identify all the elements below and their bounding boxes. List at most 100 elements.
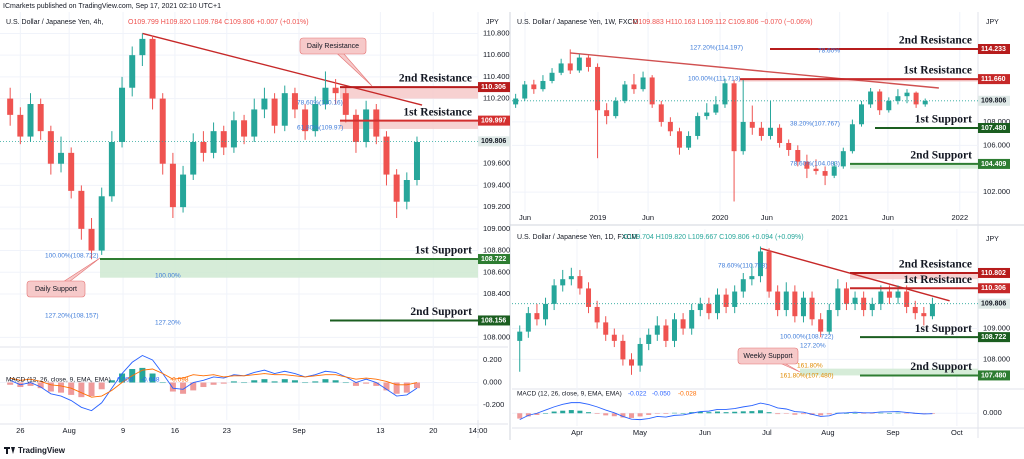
macd-histogram-bar <box>525 413 531 417</box>
candle-body <box>689 310 695 329</box>
price-tag-label: 111.660 <box>981 76 1006 83</box>
candle-body <box>119 87 126 143</box>
y-tick-label: 110.400 <box>483 72 510 81</box>
macd-histogram-bar <box>869 413 875 414</box>
candle-body <box>640 77 646 90</box>
candle-body <box>822 171 828 176</box>
last-price-tag-label: 109.806 <box>981 98 1006 105</box>
macd-reading: -0.028 <box>678 391 697 398</box>
candle-body <box>877 91 883 111</box>
macd-histogram-bar <box>792 413 798 415</box>
x-tick-label: 9 <box>121 426 125 435</box>
price-tag <box>978 332 1010 343</box>
y-tick-label: 106.000 <box>983 140 1010 149</box>
x-tick-label: 2021 <box>831 213 848 222</box>
candle-body <box>852 297 858 304</box>
fib-label: 127.20%(108.157) <box>45 313 99 320</box>
macd-histogram-bar <box>671 412 677 414</box>
y-tick-label: 108.400 <box>483 289 510 298</box>
candle-body <box>786 142 792 150</box>
candle-body <box>809 297 815 320</box>
price-tag-label: 108.722 <box>481 256 506 263</box>
macd-histogram-bar <box>373 382 380 386</box>
candle-body <box>302 109 309 132</box>
macd-histogram-bar <box>740 411 746 414</box>
macd-histogram-bar <box>886 413 892 414</box>
fib-label: 127.20% <box>155 320 181 327</box>
candle-body <box>740 121 746 152</box>
macd-histogram-bar <box>27 382 34 386</box>
candle-body <box>631 84 637 90</box>
y-tick-label: 110.200 <box>483 94 510 103</box>
macd-histogram-bar <box>568 410 574 414</box>
candle-body <box>373 109 380 137</box>
fib-label: 61.80%(109.97) <box>297 125 343 132</box>
price-tag-label: 108.722 <box>981 334 1006 341</box>
signal-line <box>10 368 418 398</box>
candle-body <box>352 114 359 143</box>
candle-body <box>595 66 601 111</box>
candle-body <box>613 100 619 117</box>
candle-body <box>732 291 738 307</box>
y-tick-label: 108.800 <box>483 246 510 255</box>
macd-histogram-bar <box>7 382 14 385</box>
macd-histogram-bar <box>689 412 695 414</box>
macd-histogram-bar <box>577 410 583 414</box>
macd-title: MACD (12, 26, close, 9, EMA, EMA) <box>517 391 622 398</box>
x-tick-label: Jun <box>882 213 894 222</box>
candle-body <box>921 313 927 317</box>
candle-body <box>826 310 832 332</box>
zone <box>340 87 478 99</box>
macd-histogram-bar <box>749 411 755 414</box>
candle-body <box>800 297 806 317</box>
macd-histogram-bar <box>586 412 592 414</box>
macd-histogram-bar <box>654 413 660 414</box>
macd-line <box>519 402 933 421</box>
candle-body <box>620 340 626 360</box>
fib-label: 100.00%(108.722) <box>45 253 99 260</box>
y-tick-label: 109.400 <box>483 180 510 189</box>
candle-body <box>37 104 44 132</box>
chart-title: U.S. Dollar / Japanese Yen, 4h, <box>6 19 103 26</box>
macd-histogram-bar <box>413 382 420 389</box>
macd-reading: -0.050 <box>652 391 671 398</box>
macd-histogram-bar <box>629 413 635 418</box>
zone <box>340 120 478 129</box>
fib-label: 161.80%(107.480) <box>780 373 834 380</box>
x-tick-label: Sep <box>886 428 899 437</box>
price-tag <box>478 315 510 326</box>
candle-body <box>886 291 892 298</box>
price-tag-label: 114.233 <box>981 46 1006 53</box>
macd-reading: -0.098 <box>170 377 189 384</box>
level-label: 1st Support <box>915 323 972 335</box>
macd-tick-label: 0.200 <box>483 355 502 364</box>
tradingview-logo <box>4 447 15 454</box>
x-tick-label: Jun <box>642 213 654 222</box>
candle-body <box>383 136 390 175</box>
macd-histogram-bar <box>904 413 910 414</box>
macd-histogram-bar <box>766 412 772 414</box>
candle-body <box>413 142 420 180</box>
x-tick-label: May <box>633 428 647 437</box>
macd-histogram-bar <box>723 412 729 414</box>
level-label: 2nd Resistance <box>899 259 972 271</box>
level-label: 1st Resistance <box>903 65 972 77</box>
price-tag-label: 108.156 <box>481 317 506 324</box>
macd-histogram-bar <box>58 382 65 393</box>
macd-histogram-bar <box>594 413 600 414</box>
x-tick-label: 16 <box>171 426 179 435</box>
candle-body <box>108 142 115 197</box>
macd-histogram-bar <box>663 413 669 414</box>
candle-body <box>159 98 166 164</box>
candle-body <box>47 131 54 164</box>
macd-histogram-bar <box>363 382 370 384</box>
macd-histogram-bar <box>78 382 85 398</box>
macd-reading: 0.050 <box>117 377 134 384</box>
candle-body <box>525 313 531 332</box>
y-tick-label: 109.000 <box>983 324 1010 333</box>
candle-body <box>139 38 146 56</box>
candle-body <box>567 63 573 71</box>
candle-body <box>220 131 227 148</box>
zone <box>850 163 978 169</box>
footer-brand: TradingView <box>18 446 66 455</box>
